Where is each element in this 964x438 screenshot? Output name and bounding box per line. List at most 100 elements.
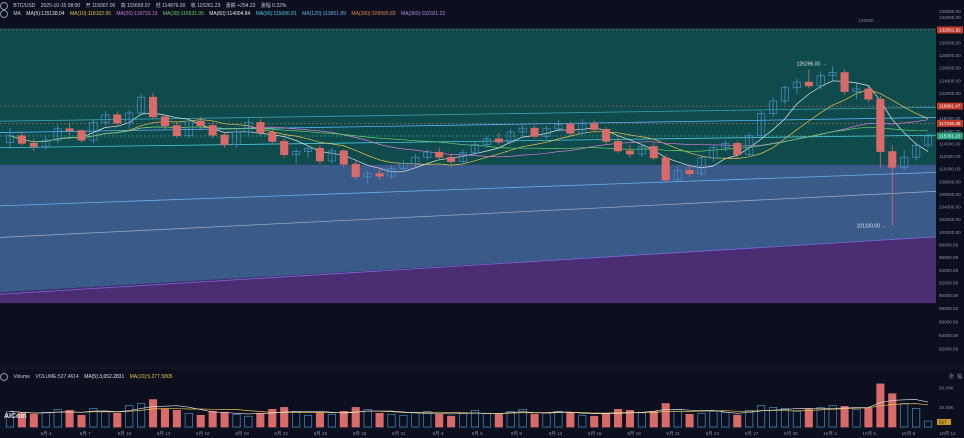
price-axis-tick: 96000.00	[939, 255, 959, 260]
candle-body	[351, 163, 360, 178]
candle-body	[733, 142, 742, 156]
candle-body	[387, 168, 396, 177]
candle-body	[53, 128, 62, 141]
volume-bar	[900, 403, 909, 428]
volume-bar	[411, 411, 420, 428]
candle-body	[89, 122, 98, 141]
volume-ma5-line	[9, 399, 929, 415]
volume-bar	[196, 414, 205, 428]
price-axis-tick: 124000.00	[939, 78, 961, 83]
candle-body	[494, 138, 503, 143]
volume-bar	[625, 410, 635, 428]
volume-bar	[912, 408, 921, 428]
volume-bar	[137, 403, 146, 428]
candle-body	[160, 116, 170, 126]
change-value: 涨跌 +254.23	[225, 3, 256, 10]
open-value: 开 115007.00	[85, 3, 116, 10]
eye-icon[interactable]	[0, 373, 8, 381]
price-tag	[937, 102, 963, 110]
ma90-value: MA(90):115006.81	[255, 11, 297, 18]
candle-body	[303, 148, 313, 152]
candle-body	[77, 130, 86, 141]
volume-bar	[566, 411, 575, 428]
candle-body	[673, 170, 682, 181]
volume-bar	[280, 407, 289, 428]
time-axis-tick: 9月 3	[433, 431, 444, 437]
band-purple	[0, 237, 936, 304]
volume-bar	[721, 411, 730, 428]
volume-bar	[518, 409, 527, 428]
price-axis-tick: 118000.00	[939, 116, 961, 121]
symbol-label: BTC/USD	[13, 3, 36, 10]
price-tag	[937, 119, 963, 127]
candle-body	[196, 120, 205, 126]
trend-line	[0, 106, 937, 122]
candle-body	[697, 157, 706, 174]
candle-body	[399, 163, 408, 169]
candle-body	[113, 114, 122, 124]
volume-ma5-value: MA(5):3,652.2831	[84, 374, 125, 381]
candle-body	[470, 144, 480, 154]
candle-body	[339, 150, 348, 165]
volume-bar	[661, 403, 670, 428]
volume-bar	[423, 410, 432, 428]
candle-body	[411, 156, 420, 164]
volume-bar	[184, 412, 193, 428]
candle-body	[256, 122, 265, 133]
price-axis-tick: 126000.00	[939, 66, 961, 71]
volume-bar	[673, 409, 682, 428]
datetime-label: 2025-10-15 08:00	[40, 3, 81, 10]
time-axis-tick: 8月 19	[235, 431, 249, 437]
volume-bar	[530, 413, 539, 428]
volume-bar	[923, 420, 933, 428]
candle-body	[458, 152, 468, 162]
volume-row: Volume VOLUME:527.4614 MA(5):3,652.2831 …	[0, 373, 176, 381]
price-axis-tick: 110000.00	[939, 167, 961, 172]
candle-body	[590, 123, 599, 130]
volume-bar	[888, 393, 897, 428]
candle-body	[172, 125, 181, 137]
volume-bar	[578, 414, 587, 428]
candle-body	[208, 125, 217, 136]
time-axis-tick: 10月 12	[940, 431, 957, 437]
volume-bar	[256, 412, 265, 428]
candle-body	[148, 96, 158, 118]
volume-bar	[65, 410, 74, 428]
candle-body	[375, 173, 384, 177]
candle-body	[876, 98, 885, 152]
price-axis-tick: 102000.00	[939, 217, 961, 222]
trend-line	[0, 134, 937, 149]
candle-body	[17, 135, 26, 144]
candle-body	[578, 123, 587, 134]
header-row: BTC/USD 2025-10-15 08:00 开 115007.00 高 1…	[0, 2, 290, 10]
settings-icon[interactable]	[0, 2, 8, 10]
volume-axis-tick: 20.00K	[939, 385, 954, 390]
candle-body	[721, 142, 730, 149]
price-axis-tick: 128000.00	[939, 53, 961, 58]
eye-icon[interactable]	[0, 10, 8, 18]
time-axis-tick: 8月 10	[118, 431, 132, 437]
time-axis-tick: 8月 13	[157, 431, 171, 437]
volume-bar	[733, 414, 742, 428]
candle-body	[602, 129, 611, 142]
high-value: 高 115699.07	[120, 3, 151, 10]
price-tag-label: 115261.23	[939, 134, 961, 139]
candle-body	[423, 151, 432, 158]
ma-label: MA	[13, 11, 21, 18]
time-axis-tick: 9月 30	[784, 431, 798, 437]
candle-body	[649, 146, 658, 159]
band-teal	[0, 28, 936, 165]
candle-body	[923, 135, 933, 146]
candle-body	[447, 156, 456, 162]
volume-bar	[840, 406, 849, 428]
trend-line	[0, 171, 937, 207]
volume-bar	[148, 399, 158, 428]
volume-bar	[637, 411, 646, 428]
volume-bar	[17, 412, 26, 428]
volume-bar	[375, 412, 384, 428]
volume-bar	[303, 414, 313, 428]
candle-body	[101, 114, 110, 123]
volume-bar	[292, 410, 301, 428]
price-axis-tick: 122000.00	[939, 91, 961, 96]
